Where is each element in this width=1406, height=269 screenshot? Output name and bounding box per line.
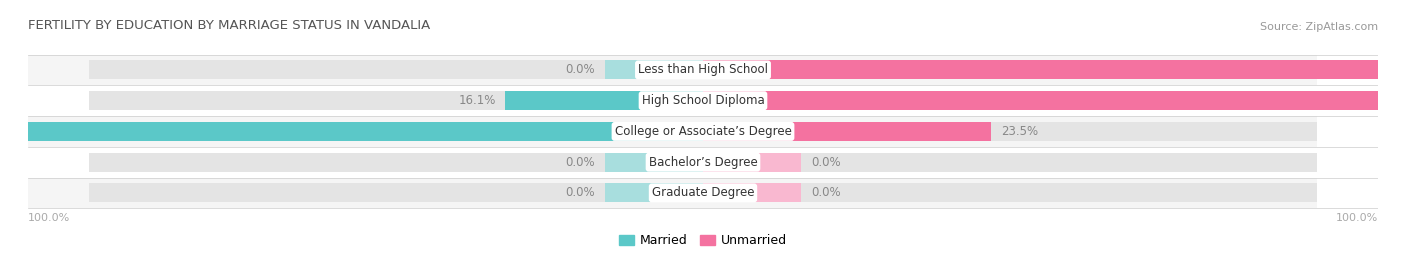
Bar <box>28 116 1316 147</box>
Bar <box>605 61 703 79</box>
Text: High School Diploma: High School Diploma <box>641 94 765 107</box>
Bar <box>605 153 703 172</box>
Bar <box>605 183 703 203</box>
Bar <box>90 183 1316 203</box>
Text: Bachelor’s Degree: Bachelor’s Degree <box>648 156 758 169</box>
Text: 100.0%: 100.0% <box>28 213 70 223</box>
Legend: Married, Unmarried: Married, Unmarried <box>613 229 793 252</box>
Text: 23.5%: 23.5% <box>1001 125 1038 138</box>
Bar <box>90 61 1316 79</box>
Bar <box>703 153 801 172</box>
Bar <box>703 91 1406 110</box>
Bar <box>28 85 1316 116</box>
Text: 0.0%: 0.0% <box>565 63 595 76</box>
Text: Less than High School: Less than High School <box>638 63 768 76</box>
Text: 0.0%: 0.0% <box>565 156 595 169</box>
Bar <box>28 55 1316 85</box>
Bar <box>703 122 991 141</box>
Text: Source: ZipAtlas.com: Source: ZipAtlas.com <box>1260 22 1378 31</box>
Text: Graduate Degree: Graduate Degree <box>652 186 754 199</box>
Text: 0.0%: 0.0% <box>565 186 595 199</box>
Bar <box>90 91 1316 110</box>
Text: FERTILITY BY EDUCATION BY MARRIAGE STATUS IN VANDALIA: FERTILITY BY EDUCATION BY MARRIAGE STATU… <box>28 19 430 31</box>
Bar <box>90 153 1316 172</box>
Bar <box>505 91 703 110</box>
Bar <box>28 178 1316 208</box>
Text: College or Associate’s Degree: College or Associate’s Degree <box>614 125 792 138</box>
Text: 0.0%: 0.0% <box>811 156 841 169</box>
Text: 100.0%: 100.0% <box>1336 213 1378 223</box>
Text: 16.1%: 16.1% <box>458 94 496 107</box>
Text: 0.0%: 0.0% <box>811 186 841 199</box>
Bar <box>703 61 1406 79</box>
Bar <box>28 147 1316 178</box>
Bar <box>90 122 1316 141</box>
Bar <box>0 122 703 141</box>
Bar <box>703 183 801 203</box>
